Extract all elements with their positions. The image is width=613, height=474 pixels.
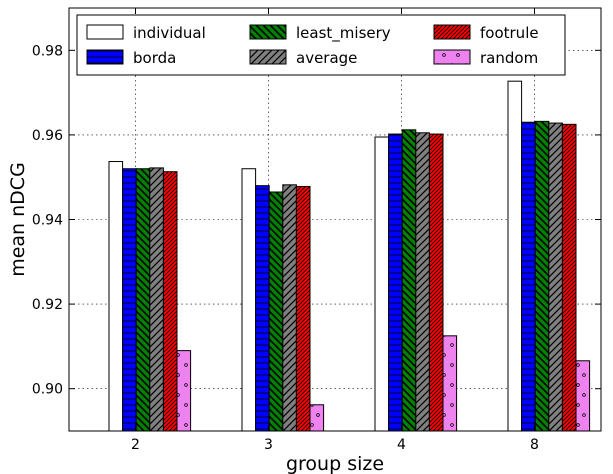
ticks: 0.90 0.92 0.94 0.96 0.98 2 3 4 8 [32,8,601,453]
legend-item-individual: individual [86,24,206,42]
legend-label: borda [133,49,176,67]
legend-item-random: random [433,49,538,67]
legend-item-average: average [249,49,357,67]
bars [108,80,591,432]
bar-average-8 [548,122,563,432]
bar-average-4 [415,132,430,432]
legend-label: footrule [480,24,539,42]
bar-random-8 [575,360,591,432]
bar-footrule-4 [428,133,444,432]
bar-individual-4 [374,136,390,432]
bar-footrule-2 [162,171,178,432]
legend-label: average [296,49,357,67]
x-tick-label: 8 [530,437,539,453]
bar-footrule-3 [295,186,311,432]
bar-borda-4 [388,133,403,432]
bar-footrule-8 [561,123,577,432]
legend-item-borda: borda [86,49,176,67]
y-axis-title: mean nDCG [7,162,29,277]
legend-item-least_misery: least_misery [249,24,391,43]
bar-individual-3 [241,168,257,432]
y-tick-label: 0.98 [32,43,63,59]
legend-label: least_misery [296,24,391,43]
bar-average-2 [149,167,164,432]
bar-random-3 [309,404,325,432]
bar-least_misery-4 [401,129,417,432]
bar-least_misery-2 [135,168,151,432]
x-tick-label: 4 [397,437,406,453]
legend-item-footrule: footrule [433,24,539,42]
bar-borda-2 [122,168,137,432]
y-tick-label: 0.96 [32,128,63,144]
bar-individual-8 [507,80,523,432]
y-tick-label: 0.92 [32,297,63,313]
x-axis-title: group size [286,453,384,474]
x-tick-label: 2 [131,437,140,453]
bar-least_misery-8 [534,120,550,432]
legend-label: random [480,49,538,67]
bar-individual-2 [108,161,124,432]
bar-borda-8 [521,121,536,432]
legend-label: individual [133,24,206,42]
legend-box [76,14,566,76]
bar-random-2 [176,350,192,432]
bar-borda-3 [255,185,270,432]
x-tick-label: 3 [264,437,273,453]
bar-least_misery-3 [268,191,284,432]
y-tick-label: 0.94 [32,213,63,229]
y-tick-label: 0.90 [32,382,63,398]
bar-average-3 [282,184,297,432]
bar-random-4 [442,335,458,432]
